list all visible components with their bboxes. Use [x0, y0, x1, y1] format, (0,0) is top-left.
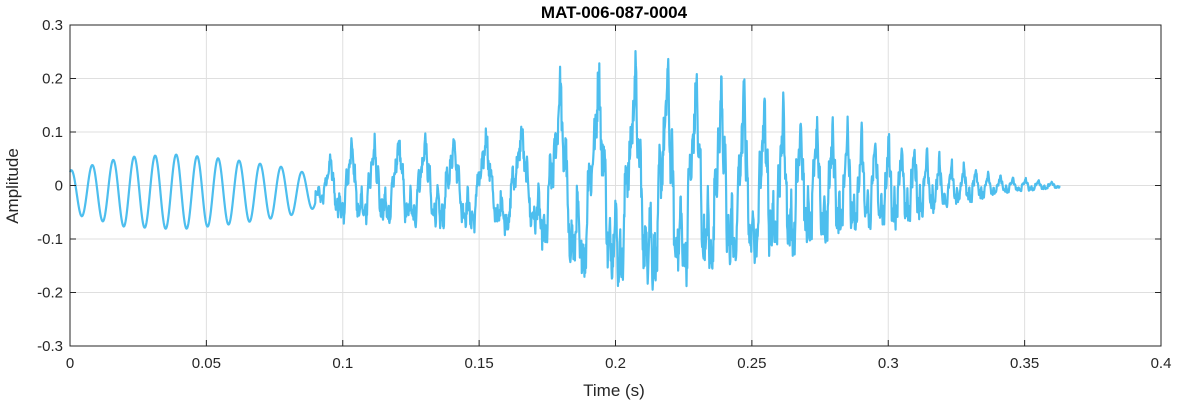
chart-title: MAT-006-087-0004: [541, 3, 688, 22]
y-tick-label: 0.2: [42, 71, 63, 88]
x-tick-label: 0.2: [605, 355, 626, 372]
x-tick-label: 0: [66, 355, 74, 372]
y-tick-label: 0.1: [42, 124, 63, 141]
x-axis-label: Time (s): [583, 381, 645, 400]
x-tick-label: 0.35: [1010, 355, 1039, 372]
signal-line: [68, 50, 1061, 291]
y-axis-label: Amplitude: [3, 148, 22, 224]
y-tick-label: -0.3: [37, 338, 63, 355]
x-tick-label: 0.25: [737, 355, 766, 372]
x-tick-label: 0.15: [465, 355, 494, 372]
y-tick-label: 0.3: [42, 17, 63, 34]
y-tick-label: -0.2: [37, 285, 63, 302]
x-tick-label: 0.1: [332, 355, 353, 372]
y-tick-label: 0: [55, 178, 63, 195]
y-tick-label: -0.1: [37, 231, 63, 248]
x-tick-label: 0.05: [192, 355, 221, 372]
x-tick-label: 0.3: [878, 355, 899, 372]
signal-layer: [68, 50, 1061, 291]
ticks: 0 0.05 0.1 0.15 0.2 0.25 0.3 0.35 0.40.30.20.10-…: [37, 17, 1171, 372]
x-tick-label: 0.4: [1151, 355, 1172, 372]
